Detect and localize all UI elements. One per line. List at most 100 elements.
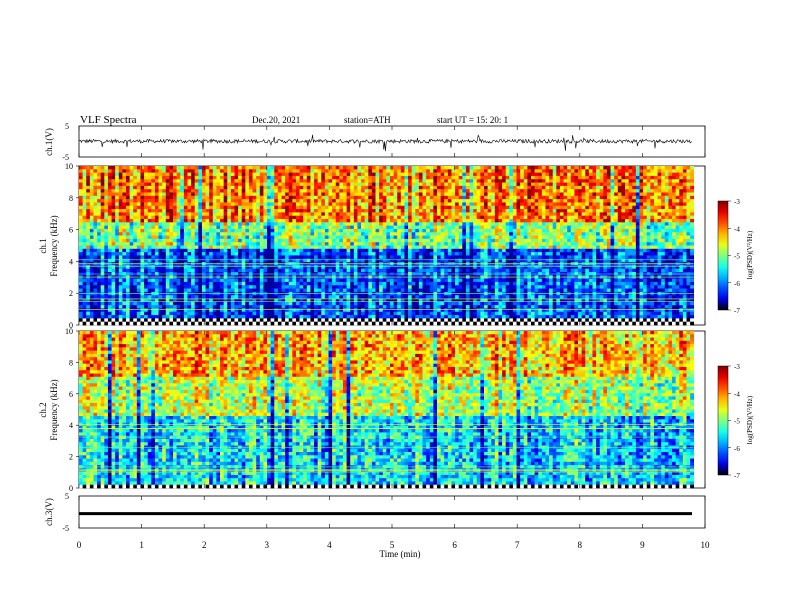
spectrogram-cell: [332, 182, 337, 187]
spectrogram-cell: [512, 245, 517, 250]
spectrogram-cell: [238, 209, 243, 213]
spectrogram-cell: [248, 215, 253, 220]
spectrogram-cell: [274, 185, 279, 190]
spectrogram-cell: [118, 172, 123, 177]
spectrogram-cell: [643, 215, 648, 220]
spectrogram-cell: [303, 169, 308, 173]
spectrogram-cell: [270, 219, 275, 223]
spectrogram-cell: [310, 205, 315, 210]
spectrogram-cell: [328, 228, 333, 233]
spectrogram-cell: [321, 179, 326, 183]
spectrogram-cell: [672, 235, 676, 240]
spectrogram-cell: [484, 252, 488, 256]
spectrogram-cell: [505, 258, 510, 263]
spectrogram-cell: [353, 235, 358, 240]
spectrogram-cell: [523, 245, 528, 250]
spectrogram-cell: [133, 252, 138, 256]
spectrogram-cell: [451, 235, 456, 240]
spectrogram-cell: [79, 242, 83, 246]
spectrogram-cell: [104, 219, 109, 223]
spectrogram-cell: [418, 215, 423, 220]
spectrogram-cell: [267, 202, 271, 207]
spectrogram-cell: [422, 166, 427, 170]
spectrogram-cell: [527, 242, 532, 246]
spectrogram-cell: [570, 245, 575, 250]
spectrogram-cell: [270, 258, 275, 263]
spectrogram-cell: [379, 242, 384, 246]
spectrogram-cell: [346, 228, 351, 233]
spectrogram-cell: [332, 179, 337, 183]
spectrogram-cell: [400, 242, 405, 246]
spectrogram-cell: [212, 225, 217, 230]
spectrogram-cell: [567, 219, 572, 223]
spectrogram-cell: [672, 248, 676, 253]
spectrogram-cell: [212, 242, 217, 246]
spectrogram-cell: [147, 182, 152, 187]
spectrogram-cell: [350, 212, 355, 216]
spectrogram-cell: [216, 195, 221, 200]
spectrogram-cell: [223, 199, 228, 203]
spectrogram-cell: [162, 258, 167, 263]
spectrogram-cell: [545, 225, 550, 230]
spectrogram-cell: [617, 185, 622, 190]
spectrogram-cell: [686, 245, 691, 250]
spectrogram-cell: [122, 199, 127, 203]
spectrogram-cell: [429, 192, 434, 197]
spectrogram-cell: [151, 255, 156, 260]
spectrogram-cell: [567, 182, 572, 187]
spectrogram-cell: [93, 185, 98, 190]
spectrogram-cell: [393, 255, 398, 260]
spectrogram-cell: [162, 252, 167, 256]
spectrogram-cell: [263, 212, 268, 216]
spectrogram-cell: [657, 175, 662, 180]
spectrogram-cell: [643, 182, 648, 187]
spectrogram-cell: [657, 179, 662, 183]
spectrogram-cell: [502, 232, 506, 236]
spectrogram-cell: [675, 248, 680, 253]
spectrogram-cell: [317, 228, 322, 233]
spectrogram-cell: [212, 245, 217, 250]
spectrogram-cell: [574, 189, 579, 193]
spectrogram-cell: [408, 172, 412, 177]
spectrogram-cell: [585, 189, 590, 193]
spectrogram-cell: [303, 199, 308, 203]
spectrogram-cell: [610, 189, 615, 193]
spectrogram-cell: [350, 195, 355, 200]
spectrogram-cell: [140, 166, 145, 170]
spectrogram-cell: [567, 235, 572, 240]
spectrogram-cell: [201, 209, 206, 213]
spectrogram-cell: [653, 202, 658, 207]
spectrogram-cell: [389, 235, 394, 240]
spectrogram-cell: [82, 195, 87, 200]
spectrogram-cell: [140, 252, 145, 256]
spectrogram-cell: [295, 248, 300, 253]
spectrogram-cell: [516, 258, 521, 263]
spectrogram-cell: [534, 215, 539, 220]
spectrogram-cell: [238, 189, 243, 193]
spectrogram-cell: [292, 235, 297, 240]
spectrogram-cell: [585, 182, 590, 187]
spectrogram-cell: [259, 199, 264, 203]
spectrogram-cell: [126, 179, 130, 183]
spectrogram-cell: [263, 258, 268, 263]
spectrogram-cell: [252, 169, 257, 173]
spectrogram-cell: [259, 252, 264, 256]
spectrogram-cell: [440, 245, 445, 250]
spectrogram-cell: [281, 185, 286, 190]
spectrogram-cell: [169, 228, 174, 233]
spectrogram-cell: [317, 258, 322, 263]
spectrogram-cell: [223, 192, 228, 197]
spectrogram-cell: [675, 235, 680, 240]
spectrogram-cell: [339, 205, 344, 210]
spectrogram-cell: [144, 248, 149, 253]
spectrogram-cell: [389, 255, 394, 260]
spectrogram-cell: [270, 245, 275, 250]
spectrogram-cell: [299, 169, 304, 173]
spectrogram-cell: [342, 255, 347, 260]
spectrogram-cell: [599, 179, 604, 183]
spectrogram-cell: [447, 255, 452, 260]
spectrogram-cell: [162, 222, 167, 226]
spectrogram-cell: [523, 212, 528, 216]
spectrogram-cell: [169, 172, 174, 177]
spectrogram-cell: [509, 166, 514, 170]
